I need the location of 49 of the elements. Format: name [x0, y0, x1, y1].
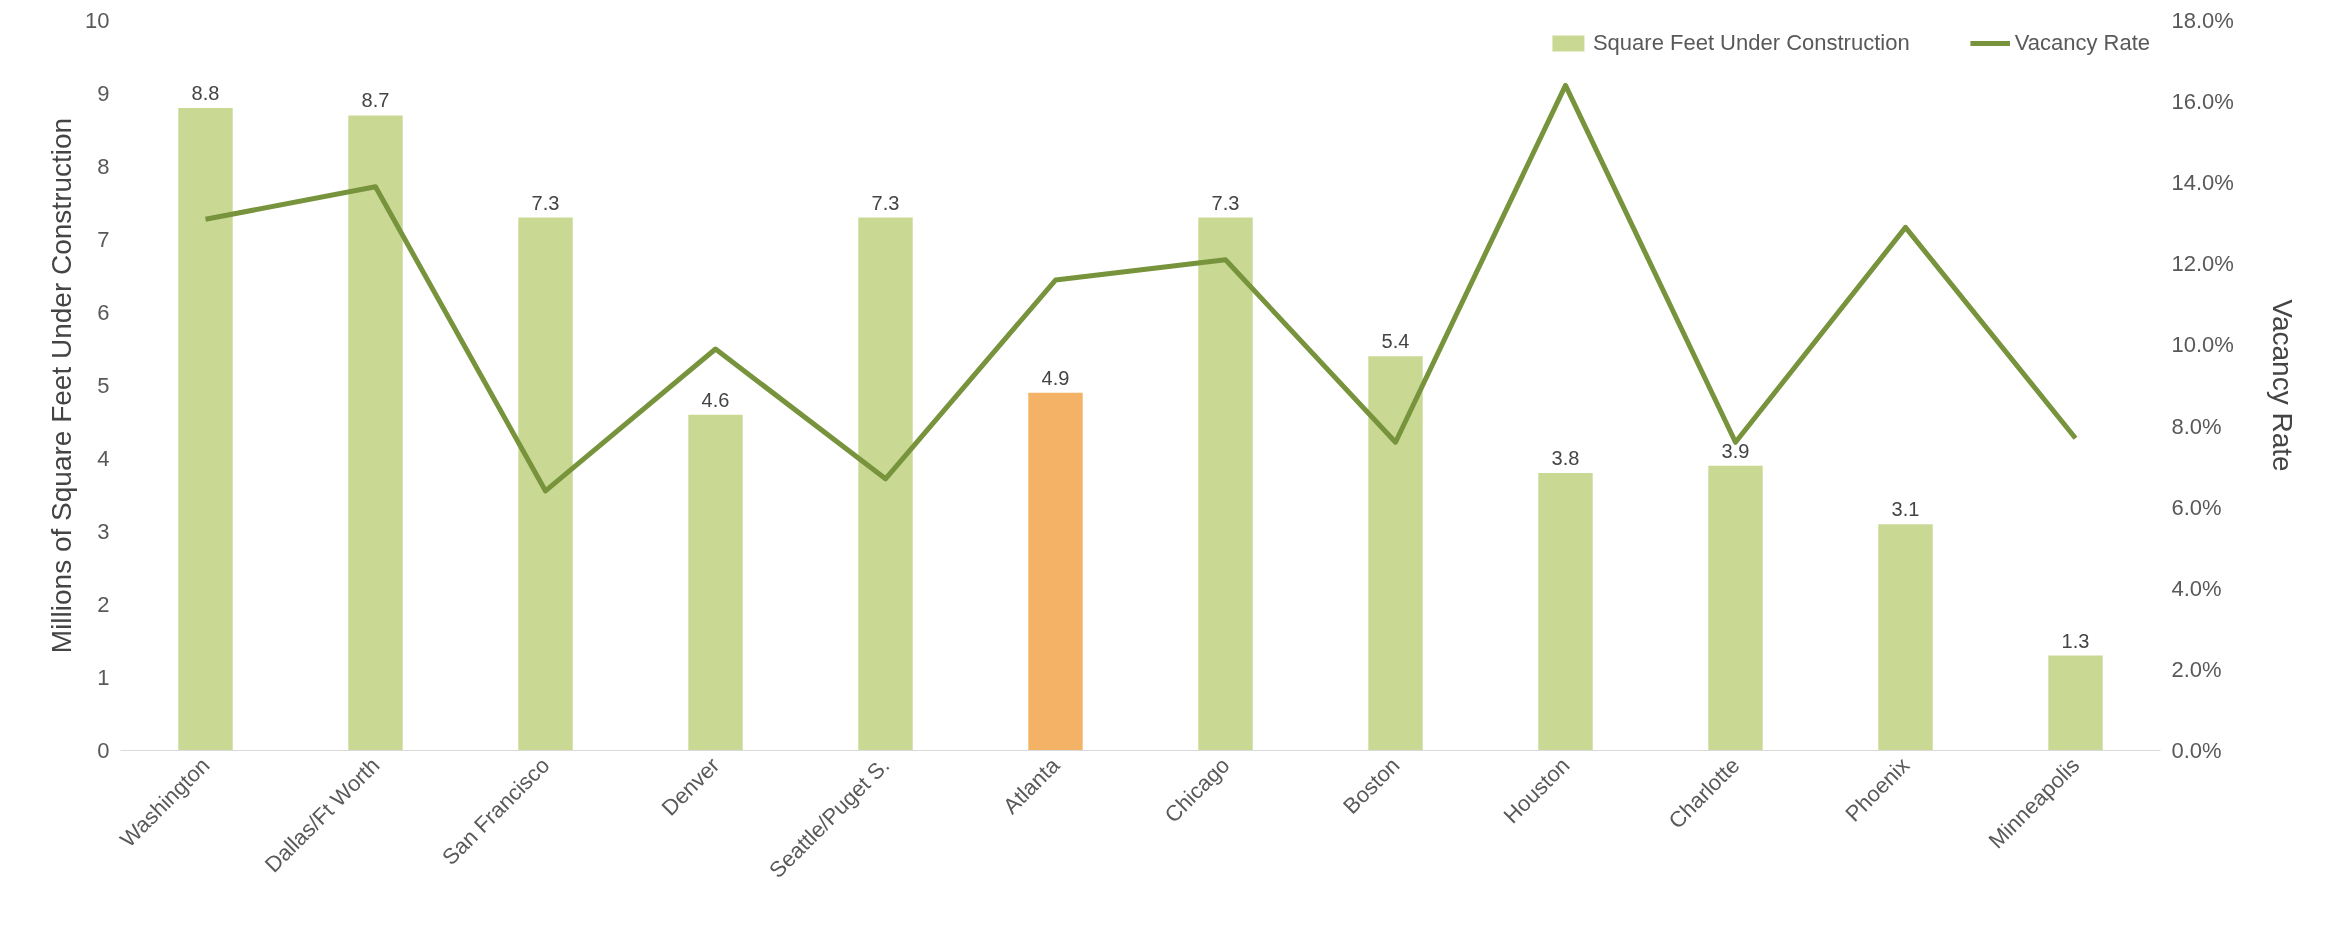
bar: [518, 217, 573, 751]
y-tick-label: 8: [97, 154, 110, 179]
bar: [348, 115, 403, 751]
data-label: 7.3: [871, 191, 900, 214]
y-tick-label: 9: [97, 81, 110, 106]
bar: [858, 217, 913, 751]
y2-axis-title: Vacancy Rate: [2266, 299, 2298, 472]
y2-tick-label: 4.0%: [2171, 575, 2222, 601]
y-tick-label: 5: [97, 373, 110, 398]
data-label: 3.1: [1891, 498, 1920, 521]
y2-tick-label: 2.0%: [2171, 656, 2222, 682]
data-label: 3.9: [1721, 439, 1750, 462]
bar: [2048, 655, 2103, 751]
y2-tick-label: 18.0%: [2171, 8, 2234, 33]
y-axis-title: Millions of Square Feet Under Construction: [46, 117, 78, 654]
bar: [178, 108, 233, 751]
legend-label: Vacancy Rate: [2014, 30, 2150, 56]
y-tick-label: 2: [97, 592, 110, 617]
y2-tick-label: 6.0%: [2171, 494, 2222, 520]
y-tick-label: 0: [97, 738, 110, 763]
y2-tick-label: 12.0%: [2171, 251, 2234, 277]
y-tick-label: 6: [97, 300, 110, 325]
bar: [1198, 217, 1253, 751]
data-label: 1.3: [2061, 629, 2090, 652]
data-label: 7.3: [531, 191, 560, 214]
data-label: 4.9: [1041, 366, 1070, 389]
data-label: 7.3: [1211, 191, 1240, 214]
bar: [1708, 465, 1763, 751]
legend-label: Square Feet Under Construction: [1592, 30, 1910, 56]
bar: [1878, 524, 1933, 751]
y2-tick-label: 16.0%: [2171, 89, 2234, 115]
y2-tick-label: 0.0%: [2171, 738, 2222, 763]
y-tick-label: 3: [97, 519, 110, 544]
y2-tick-label: 10.0%: [2171, 332, 2234, 358]
bar: [1538, 473, 1593, 751]
y2-tick-label: 14.0%: [2171, 170, 2234, 196]
data-label: 4.6: [701, 388, 730, 411]
y-tick-label: 10: [85, 8, 110, 33]
data-label: 8.8: [191, 82, 220, 105]
y-tick-label: 4: [97, 446, 110, 471]
y2-tick-label: 8.0%: [2171, 413, 2222, 439]
bar: [1368, 356, 1423, 751]
data-label: 3.8: [1551, 447, 1580, 470]
data-label: 5.4: [1381, 330, 1410, 353]
data-label: 8.7: [361, 89, 390, 112]
y-tick-label: 1: [97, 665, 110, 690]
y-tick-label: 7: [97, 227, 110, 252]
bar: [688, 414, 743, 751]
bar: [1028, 392, 1083, 751]
